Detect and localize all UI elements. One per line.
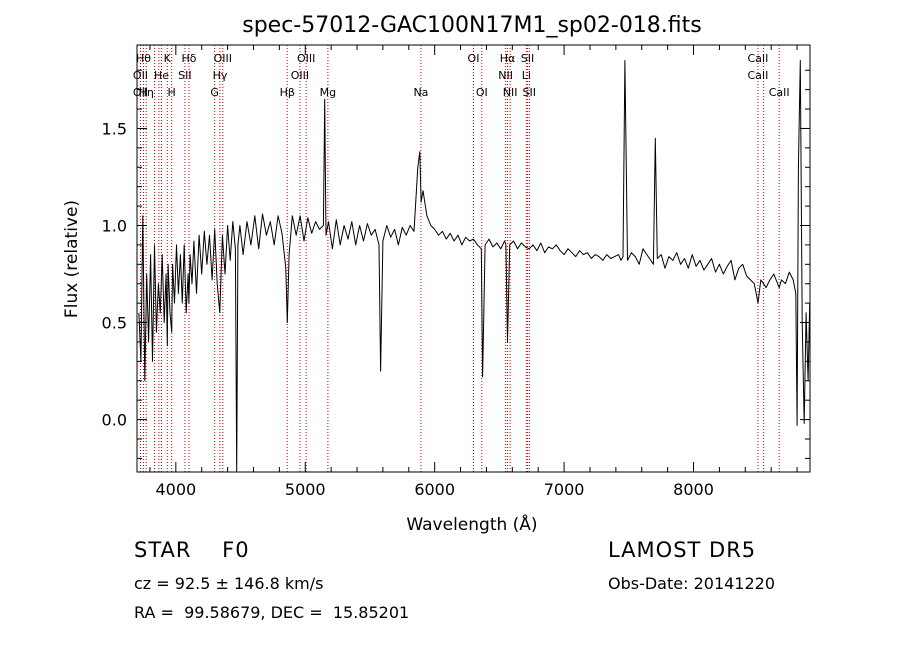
y-tick-label-3: 1.5 [102, 119, 127, 138]
line-label-1: K [164, 52, 172, 65]
line-label-23: Na [413, 86, 428, 99]
x-tick-label-0: 4000 [155, 480, 196, 499]
x-axis-label: Wavelength (Å) [406, 513, 537, 535]
spectrum-line-0 [138, 60, 811, 473]
line-label-13: OIII [291, 69, 309, 82]
coordinates-readout: RA = 99.58679, DEC = 15.85201 [134, 603, 410, 622]
chart-title: spec-57012-GAC100N17M1_sp02-018.fits [242, 13, 702, 38]
redshift-readout: cz = 92.5 ± 146.8 km/s [134, 574, 324, 593]
line-label-26: SII [523, 86, 536, 99]
x-tick-label-3: 7000 [544, 480, 585, 499]
y-tick-label-2: 1.0 [102, 217, 127, 236]
line-label-22: Mg [320, 86, 336, 99]
line-label-0: Hθ [136, 52, 151, 65]
line-label-20: G [210, 86, 219, 99]
line-label-18: Hη [139, 86, 154, 99]
line-label-5: OI [468, 52, 480, 65]
line-label-15: Li [522, 69, 531, 82]
line-label-9: OII [133, 69, 148, 82]
y-axis-label: Flux (relative) [62, 200, 82, 318]
line-label-10: He [154, 69, 169, 82]
line-label-12: Hγ [213, 69, 228, 82]
line-label-16: CaII [748, 69, 769, 82]
object-classification: STAR F0 [134, 538, 250, 562]
y-tick-label-0: 0.0 [102, 411, 127, 430]
line-label-2: Hδ [182, 52, 197, 65]
line-label-3: OIII [214, 52, 232, 65]
line-label-14: NII [498, 69, 513, 82]
line-label-27: CaII [769, 86, 790, 99]
line-label-11: SII [178, 69, 191, 82]
spectrum-series [138, 60, 811, 473]
x-tick-label-1: 5000 [285, 480, 326, 499]
axis-ticks [137, 45, 810, 472]
observation-date: Obs-Date: 20141220 [608, 574, 776, 593]
axis-tick-labels: 4000 5000 6000 7000 8000 0.0 0.5 1.0 1.5 [102, 119, 714, 499]
line-label-4: OIII [297, 52, 315, 65]
spectral-lines-layer [139, 45, 780, 472]
line-label-19: H [168, 86, 176, 99]
line-label-7: SII [521, 52, 534, 65]
spectral-line-labels: Hθ K Hδ OIII OIII OI Hα SII CaII OII He SII Hγ OIII NI… [133, 52, 790, 99]
line-label-25: NII [503, 86, 518, 99]
plot-frame [136, 44, 811, 473]
line-label-24: OI [476, 86, 488, 99]
y-tick-label-1: 0.5 [102, 314, 127, 333]
line-label-21: Hβ [280, 86, 295, 99]
survey-name: LAMOST DR5 [608, 538, 757, 562]
x-tick-label-4: 8000 [673, 480, 714, 499]
line-label-8: CaII [748, 52, 769, 65]
x-tick-label-2: 6000 [414, 480, 455, 499]
line-label-6: Hα [500, 52, 516, 65]
